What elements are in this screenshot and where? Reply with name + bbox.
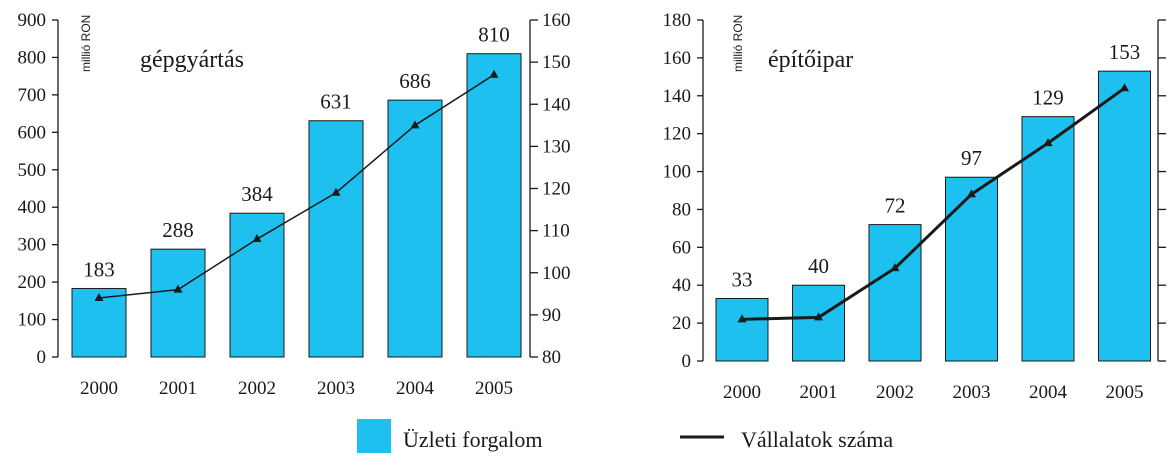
bar bbox=[387, 99, 443, 358]
bar-data-label: 129 bbox=[1032, 86, 1064, 110]
right-axis-tick-label: 130 bbox=[542, 136, 571, 157]
left-axis-tick-label: 40 bbox=[672, 275, 691, 296]
right-axis-tick-label: 100 bbox=[542, 263, 571, 284]
left-axis-tick-label: 700 bbox=[18, 85, 47, 106]
right-axis-tick-label: 90 bbox=[542, 305, 561, 326]
bar bbox=[868, 224, 922, 362]
bar-data-label: 33 bbox=[732, 267, 753, 291]
bar-data-label: 384 bbox=[241, 182, 273, 206]
right-axis-tick-label: 150 bbox=[542, 52, 571, 73]
left-axis-tick-label: 0 bbox=[37, 347, 47, 368]
x-axis-tick-label: 2004 bbox=[396, 378, 435, 399]
right-axis-tick-label: 110 bbox=[542, 221, 570, 242]
left-axis-tick-label: 180 bbox=[663, 10, 692, 31]
bar-data-label: 72 bbox=[885, 194, 906, 218]
bar bbox=[71, 287, 127, 358]
right-axis-tick-label: 160 bbox=[542, 10, 571, 31]
legend: Üzleti forgalom Vállalatok száma bbox=[357, 419, 893, 453]
x-axis-tick-label: 2002 bbox=[238, 378, 276, 399]
left-axis-tick-label: 20 bbox=[672, 313, 691, 334]
line-point-marker bbox=[173, 284, 183, 293]
left-axis-tick-label: 100 bbox=[663, 162, 692, 183]
left-axis-tick-label: 600 bbox=[18, 122, 47, 143]
bar-data-label: 153 bbox=[1109, 40, 1141, 64]
left-axis-tick-label: 160 bbox=[663, 48, 692, 69]
left-axis-tick-label: 800 bbox=[18, 47, 47, 68]
bar bbox=[715, 297, 769, 362]
left-axis-tick-label: 400 bbox=[18, 197, 47, 218]
x-axis-tick-label: 2005 bbox=[475, 378, 513, 399]
legend-bar-swatch bbox=[357, 419, 391, 453]
line-point-marker bbox=[331, 187, 341, 196]
x-axis-tick-label: 2001 bbox=[159, 378, 197, 399]
legend-line-label: Vállalatok száma bbox=[741, 427, 893, 452]
x-axis-tick-label: 2000 bbox=[80, 378, 118, 399]
bar-data-label: 183 bbox=[83, 257, 115, 281]
left-axis-tick-label: 500 bbox=[18, 160, 47, 181]
chart-gepgyartas: gépgyártás millió RON 0 100 200 300 400 500 600 7… bbox=[18, 10, 571, 399]
line-point-marker bbox=[94, 293, 104, 302]
bar bbox=[1021, 116, 1075, 362]
bar bbox=[1098, 70, 1151, 362]
right-axis-tick-label: 80 bbox=[542, 347, 561, 368]
bar-data-label: 288 bbox=[162, 218, 194, 242]
right-axis-tick-label: 140 bbox=[542, 94, 571, 115]
x-axis-tick-label: 2005 bbox=[1106, 382, 1144, 403]
left-axis-tick-label: 300 bbox=[18, 235, 47, 256]
x-axis-tick-label: 2003 bbox=[317, 378, 355, 399]
line-point-marker bbox=[252, 234, 262, 243]
x-axis-tick-label: 2002 bbox=[876, 382, 914, 403]
bar-data-label: 631 bbox=[320, 90, 352, 114]
series-line bbox=[98, 74, 495, 299]
line-point-marker bbox=[489, 69, 499, 78]
bar bbox=[792, 284, 845, 362]
y-axis-unit-label: millió RON bbox=[79, 15, 93, 72]
left-axis-tick-label: 140 bbox=[663, 86, 692, 107]
bar bbox=[150, 248, 206, 358]
bar-data-label: 97 bbox=[961, 146, 982, 170]
left-axis-tick-label: 80 bbox=[672, 199, 691, 220]
left-axis-tick-label: 200 bbox=[18, 272, 47, 293]
line-point-marker bbox=[890, 263, 900, 272]
series-line bbox=[741, 86, 1126, 321]
x-axis-tick-label: 2003 bbox=[953, 382, 991, 403]
bar bbox=[466, 53, 522, 358]
legend-bar-label: Üzleti forgalom bbox=[403, 427, 543, 452]
line-point-marker bbox=[814, 312, 823, 321]
chart-title: gépgyártás bbox=[140, 47, 244, 73]
line-point-marker bbox=[1043, 138, 1053, 147]
line-point-marker bbox=[410, 120, 420, 129]
left-axis-tick-label: 100 bbox=[18, 310, 47, 331]
left-axis-tick-label: 0 bbox=[682, 351, 692, 372]
left-axis-tick-label: 60 bbox=[672, 237, 691, 258]
left-axis-tick-label: 900 bbox=[18, 10, 47, 31]
y-axis-unit-label: millió RON bbox=[731, 15, 745, 72]
bar-data-label: 810 bbox=[478, 23, 510, 47]
x-axis-tick-label: 2000 bbox=[723, 382, 761, 403]
bar-data-label: 40 bbox=[808, 254, 829, 278]
right-axis-tick-label: 120 bbox=[542, 179, 571, 200]
bar-data-label: 686 bbox=[399, 69, 431, 93]
line-point-marker bbox=[1120, 83, 1129, 92]
x-axis-tick-label: 2004 bbox=[1029, 382, 1068, 403]
line-point-marker bbox=[967, 189, 976, 198]
bar bbox=[945, 176, 998, 362]
bar bbox=[308, 120, 364, 358]
chart-title: építőipar bbox=[768, 47, 853, 73]
chart-epitoipar: építőipar millió RON 0 20 40 60 80 100 120 140 160… bbox=[663, 10, 1166, 403]
line-point-marker bbox=[737, 314, 747, 323]
x-axis-tick-label: 2001 bbox=[800, 382, 838, 403]
left-axis-tick-label: 120 bbox=[663, 124, 692, 145]
